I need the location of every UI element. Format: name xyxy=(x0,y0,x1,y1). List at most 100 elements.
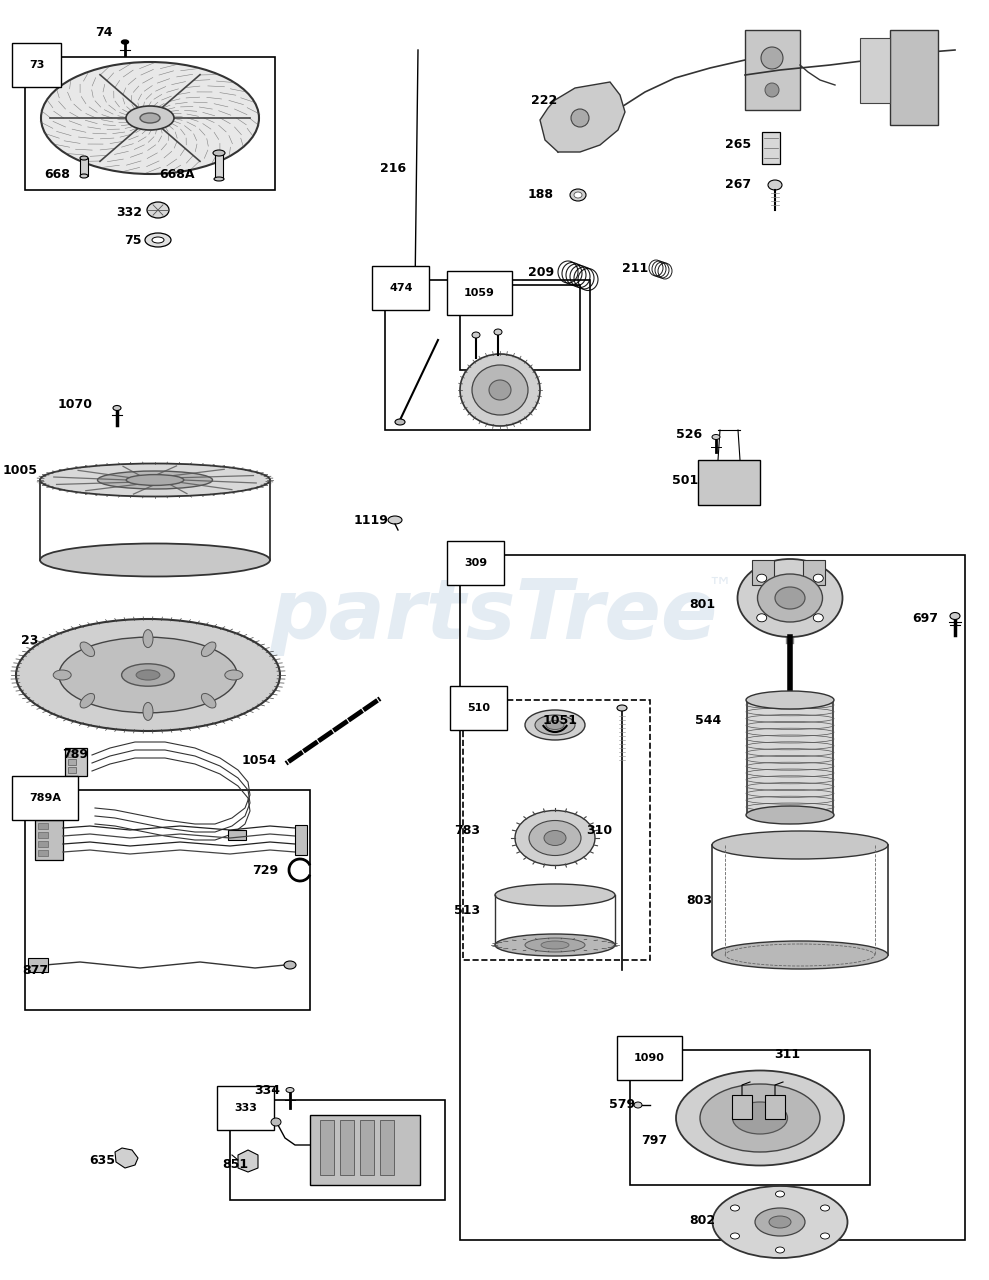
Text: 311: 311 xyxy=(773,1048,800,1061)
Ellipse shape xyxy=(80,643,95,657)
Text: 783: 783 xyxy=(454,823,480,837)
Ellipse shape xyxy=(535,716,575,735)
Text: 668A: 668A xyxy=(159,169,195,182)
Bar xyxy=(320,1120,334,1175)
Bar xyxy=(38,841,48,847)
Bar xyxy=(463,700,650,960)
Ellipse shape xyxy=(122,664,174,686)
Text: 789A: 789A xyxy=(29,794,61,803)
Text: 1005: 1005 xyxy=(3,463,38,476)
Bar xyxy=(68,759,76,765)
Ellipse shape xyxy=(214,177,224,180)
Bar xyxy=(230,1100,445,1201)
Ellipse shape xyxy=(122,40,129,44)
Ellipse shape xyxy=(395,419,405,425)
Ellipse shape xyxy=(757,575,766,582)
Ellipse shape xyxy=(460,355,540,426)
Text: 188: 188 xyxy=(528,188,554,201)
Bar xyxy=(460,556,965,1240)
Bar xyxy=(747,700,833,815)
Ellipse shape xyxy=(761,47,783,69)
Text: 23: 23 xyxy=(21,634,38,646)
Bar xyxy=(360,1120,374,1175)
Bar xyxy=(65,748,87,776)
Text: 332: 332 xyxy=(116,206,142,219)
Ellipse shape xyxy=(495,934,615,956)
Ellipse shape xyxy=(126,106,174,131)
Ellipse shape xyxy=(525,710,585,740)
Text: 526: 526 xyxy=(675,429,702,442)
Text: 211: 211 xyxy=(622,261,648,274)
Text: 1070: 1070 xyxy=(58,398,93,411)
Ellipse shape xyxy=(546,721,564,730)
Ellipse shape xyxy=(757,614,766,622)
Ellipse shape xyxy=(80,694,95,708)
Bar xyxy=(25,790,310,1010)
Ellipse shape xyxy=(40,463,270,497)
Ellipse shape xyxy=(80,156,88,160)
Ellipse shape xyxy=(733,1102,787,1134)
Ellipse shape xyxy=(712,1187,848,1258)
Ellipse shape xyxy=(80,174,88,178)
Ellipse shape xyxy=(284,961,296,969)
Ellipse shape xyxy=(746,691,834,709)
Ellipse shape xyxy=(570,189,586,201)
Bar xyxy=(752,561,774,585)
Ellipse shape xyxy=(821,1233,830,1239)
Text: 216: 216 xyxy=(380,161,406,174)
Bar xyxy=(630,1050,870,1185)
Bar xyxy=(228,829,246,840)
Text: partsTree: partsTree xyxy=(270,575,718,655)
Text: 802: 802 xyxy=(689,1213,715,1226)
Ellipse shape xyxy=(59,637,237,713)
Text: 334: 334 xyxy=(254,1083,280,1097)
Text: 510: 510 xyxy=(467,703,490,713)
Ellipse shape xyxy=(40,544,270,576)
Text: 333: 333 xyxy=(234,1103,257,1114)
Ellipse shape xyxy=(143,630,153,648)
Text: 544: 544 xyxy=(694,713,721,727)
Bar xyxy=(80,157,88,175)
Text: 474: 474 xyxy=(389,283,412,293)
Ellipse shape xyxy=(544,831,566,846)
Bar xyxy=(762,132,780,164)
Ellipse shape xyxy=(472,365,528,415)
Bar xyxy=(68,751,76,756)
Ellipse shape xyxy=(136,669,160,680)
Bar xyxy=(385,280,590,430)
Ellipse shape xyxy=(271,1117,281,1126)
Ellipse shape xyxy=(813,575,823,582)
Polygon shape xyxy=(115,1148,138,1167)
Bar xyxy=(310,1115,420,1185)
Text: 309: 309 xyxy=(464,558,488,568)
Text: 789: 789 xyxy=(62,749,88,762)
Bar xyxy=(860,38,890,102)
Ellipse shape xyxy=(16,620,280,731)
Text: 222: 222 xyxy=(531,93,557,106)
Text: 797: 797 xyxy=(641,1134,667,1147)
Polygon shape xyxy=(238,1149,258,1172)
Bar xyxy=(340,1120,354,1175)
Ellipse shape xyxy=(813,614,823,622)
Ellipse shape xyxy=(821,1204,830,1211)
Text: 851: 851 xyxy=(222,1158,248,1171)
Ellipse shape xyxy=(472,332,480,338)
Bar xyxy=(28,957,48,972)
Bar xyxy=(460,285,580,370)
Ellipse shape xyxy=(700,1084,820,1152)
Bar xyxy=(38,823,48,829)
Ellipse shape xyxy=(525,938,585,952)
Bar xyxy=(380,1120,394,1175)
Ellipse shape xyxy=(152,237,164,243)
Ellipse shape xyxy=(143,703,153,721)
Ellipse shape xyxy=(746,806,834,824)
Bar xyxy=(732,1094,752,1119)
Text: 209: 209 xyxy=(528,266,554,279)
Text: 801: 801 xyxy=(689,599,715,612)
Text: 310: 310 xyxy=(585,823,612,837)
Ellipse shape xyxy=(140,113,160,123)
Ellipse shape xyxy=(676,1070,844,1166)
Text: 1054: 1054 xyxy=(242,754,277,767)
Ellipse shape xyxy=(145,233,171,247)
Ellipse shape xyxy=(494,329,502,335)
